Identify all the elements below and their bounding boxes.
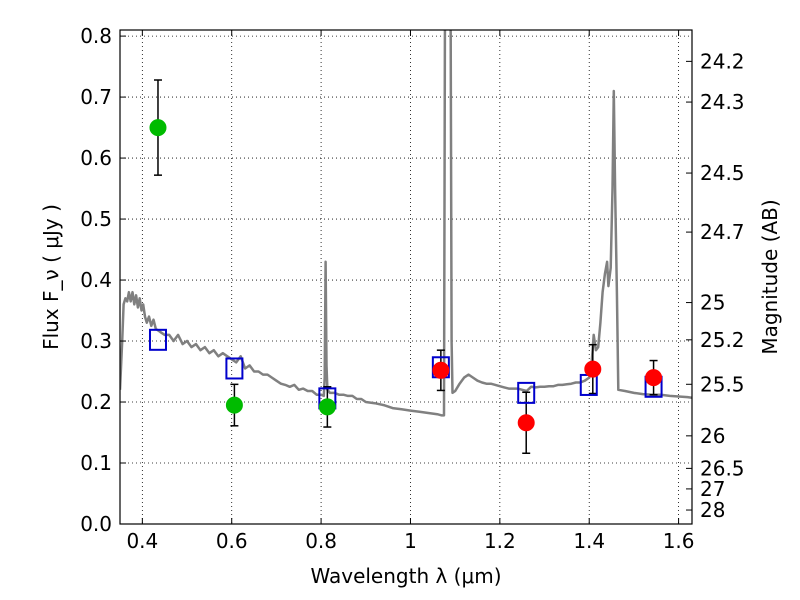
model-square-marker: [225, 357, 244, 380]
right-tick-label: 24.5: [700, 161, 745, 185]
x-tick-label: 1.4: [573, 529, 605, 553]
red-photometry-point: [584, 360, 602, 378]
right-tick-label: 28: [700, 498, 725, 522]
y-tick-label: 0.8: [80, 24, 112, 48]
plot-area: [120, 30, 692, 524]
y-tick-label: 0.2: [80, 390, 112, 414]
y-tick-label: 0.1: [80, 451, 112, 475]
x-tick-label: 0.6: [216, 529, 248, 553]
y-tick-label: 0.4: [80, 268, 112, 292]
y-tick-label: 0.7: [80, 85, 112, 109]
red-photometry-point: [432, 361, 450, 379]
x-axis-title: Wavelength λ (μm): [310, 564, 501, 588]
y-tick-label: 0.6: [80, 146, 112, 170]
y-tick-label: 0.5: [80, 207, 112, 231]
x-tick-label: 1: [404, 529, 417, 553]
right-tick-label: 25.2: [700, 328, 745, 352]
right-tick-label: 27: [700, 477, 725, 501]
x-tick-label: 0.8: [305, 529, 337, 553]
y-axis-ticks: 0.0 0.1 0.2 0.3 0.4 0.5 0.6 0.7 0.8: [80, 24, 126, 536]
y-tick-label: 0.3: [80, 329, 112, 353]
right-axis-title: Magnitude (AB): [758, 199, 782, 354]
model-square-marker: [517, 381, 536, 404]
red-photometry-point: [645, 369, 663, 387]
right-tick-label: 26: [700, 424, 725, 448]
x-axis-ticks: 0.4 0.6 0.8 1 1.2 1.4 1.6: [126, 30, 695, 553]
y-tick-label: 0.0: [80, 512, 112, 536]
data-markers: [148, 119, 663, 432]
right-tick-label: 26.5: [700, 456, 745, 480]
right-tick-label: 25: [700, 291, 725, 315]
x-tick-label: 0.4: [126, 529, 158, 553]
y-axis-title: Flux F_ν ( μJy ): [39, 204, 63, 350]
right-tick-label: 24.2: [700, 49, 745, 73]
plot-frame: [119, 29, 693, 525]
red-photometry-point: [517, 414, 535, 432]
right-tick-label: 25.5: [700, 372, 745, 396]
green-photometry-point: [225, 396, 243, 414]
x-tick-label: 1.6: [663, 529, 695, 553]
green-photometry-point: [149, 119, 167, 137]
right-tick-label: 24.3: [700, 90, 745, 114]
green-photometry-point: [318, 398, 336, 416]
x-tick-label: 1.2: [484, 529, 516, 553]
model-square-marker: [148, 328, 167, 351]
right-tick-label: 24.7: [700, 220, 745, 244]
